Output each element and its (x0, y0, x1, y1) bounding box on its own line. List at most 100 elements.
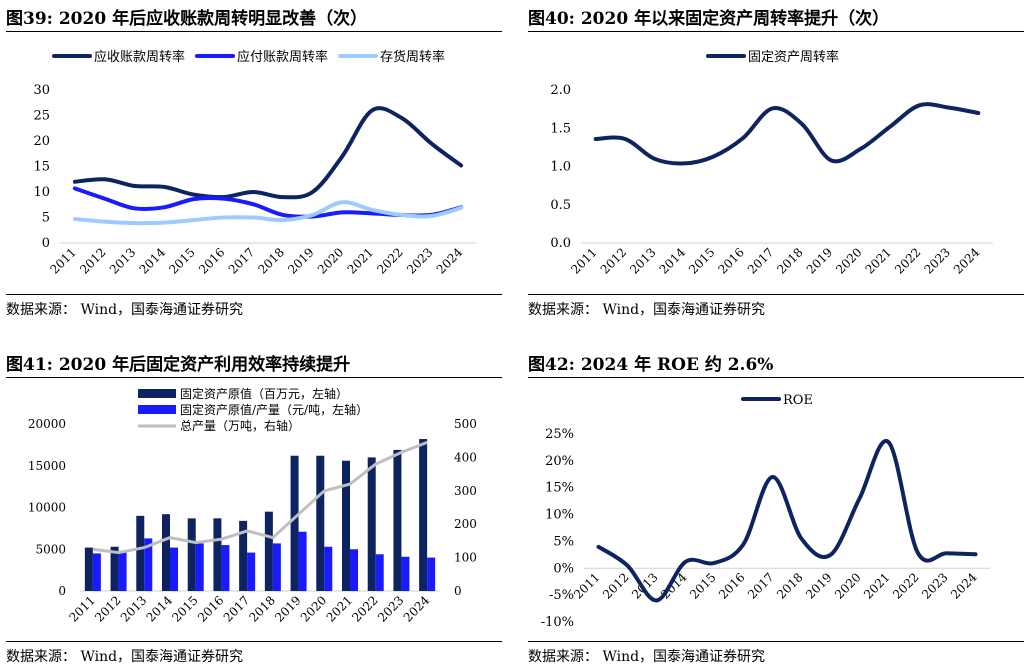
panel-title: 图39: 2020 年后应收账款周转明显改善（次） (6, 9, 368, 29)
y-tick-label: 25% (545, 427, 574, 442)
x-tick-label: 2016 (715, 245, 746, 276)
y-tick-label: 0 (42, 236, 50, 251)
x-tick-label: 2019 (803, 570, 834, 601)
bar (195, 543, 204, 591)
bar (264, 511, 273, 591)
bar (118, 552, 127, 591)
x-tick-label: 2012 (600, 570, 631, 601)
x-tick-label: 2019 (804, 245, 835, 276)
bar (350, 549, 358, 591)
y2-tick-label: 400 (454, 450, 477, 464)
x-tick-label: 2014 (657, 245, 689, 277)
bar (162, 514, 170, 591)
x-tick-label: 2022 (349, 593, 380, 624)
y-tick-label: 0 (58, 584, 66, 598)
legend-label: ROE (783, 393, 813, 408)
y-tick-label: 2.0 (550, 83, 571, 98)
x-tick-label: 2020 (315, 245, 346, 276)
y-tick-label: 15% (545, 481, 574, 496)
x-tick-label: 2023 (919, 570, 950, 601)
y2-tick-label: 200 (454, 517, 477, 531)
x-tick-label: 2013 (118, 593, 149, 624)
x-tick-label: 2018 (255, 245, 286, 276)
bar (298, 531, 307, 591)
x-tick-label: 2020 (832, 570, 863, 601)
bar (316, 455, 325, 591)
x-tick-label: 2016 (716, 570, 747, 601)
y-tick-label: 10% (545, 508, 574, 523)
panel-roe: 图42: 2024 年 ROE 约 2.6% -10% -5% 0% 5% 10% 15%… (528, 350, 1028, 669)
x-tick-label: 2014 (137, 245, 169, 277)
x-tick-label: 2015 (166, 245, 197, 276)
x-tick-label: 2011 (568, 245, 599, 276)
source-note: 数据来源： Wind，国泰海通证券研究 (6, 302, 244, 318)
series-line (72, 106, 464, 200)
x-tick-label: 2016 (195, 593, 226, 624)
bar (187, 518, 196, 591)
x-tick-label: 2023 (404, 245, 435, 276)
series-line (596, 438, 978, 603)
bar (290, 455, 299, 591)
x-tick-label: 2017 (226, 245, 257, 276)
bar (110, 546, 119, 591)
y-tick-label: 0.5 (550, 198, 571, 213)
legend-label: 固定资产原值（百万元，左轴） (180, 386, 348, 401)
y-tick-label: 25 (33, 109, 50, 124)
y2-tick-label: 0 (454, 584, 462, 598)
x-tick-label: 2013 (107, 245, 138, 276)
x-tick-label: 2023 (375, 593, 406, 624)
bar (239, 520, 248, 591)
x-tick-label: 2014 (144, 593, 176, 625)
source-rule (528, 294, 1024, 295)
bar (144, 538, 153, 591)
source-rule (528, 641, 1024, 642)
bar (401, 556, 410, 591)
x-tick-label: 2021 (861, 570, 892, 601)
legend-label: 固定资产周转率 (748, 49, 839, 65)
x-tick-label: 2012 (77, 245, 108, 276)
x-tick-label: 2017 (745, 245, 776, 276)
source-rule (6, 294, 502, 295)
y-tick-label: 1.5 (550, 121, 571, 136)
x-tick-label: 2018 (246, 593, 277, 624)
x-tick-label: 2015 (169, 593, 200, 624)
x-tick-label: 2019 (272, 593, 303, 624)
y-tick-label: 15 (33, 160, 50, 175)
title-rule (528, 31, 1024, 32)
x-tick-label: 2024 (434, 245, 466, 277)
x-tick-label: 2021 (863, 245, 894, 276)
y-tick-label: 20% (545, 454, 574, 469)
panel-fixed-asset-turnover: 图40: 2020 年以来固定资产周转率提升（次） 0.0 0.5 1.0 1.5 2.… (528, 4, 1028, 329)
x-tick-label: 2022 (892, 245, 923, 276)
y-tick-label: 0% (553, 561, 574, 576)
legend-label: 总产量（万吨，右轴） (180, 418, 300, 433)
y-tick-label: 0.0 (550, 236, 571, 251)
x-tick-label: 2018 (774, 245, 805, 276)
x-tick-label: 2012 (598, 245, 629, 276)
y-tick-label: 5% (553, 534, 574, 549)
y2-tick-label: 300 (454, 484, 477, 498)
chart-fixed-asset-turnover: 0.00.51.01.52.02011201220132014201520162… (550, 49, 993, 277)
x-tick-label: 2020 (298, 593, 329, 624)
chart-fixed-asset-value: 0 5000 10000 15000 20000 0 100 200 300 400 500 2011… (28, 386, 477, 625)
bar (221, 545, 230, 591)
chart-roe: -10%-5%0%5%10%15%20%25%20112012201320142… (541, 393, 990, 630)
x-tick-label: 2018 (774, 570, 805, 601)
bar (247, 552, 256, 591)
y-tick-label: 5 (42, 211, 50, 226)
y2-tick-label: 500 (454, 417, 477, 431)
x-tick-label: 2023 (921, 245, 952, 276)
bar (367, 457, 376, 591)
legend-label: 应收账款周转率 (94, 49, 185, 65)
legend-label: 固定资产原值/产量（元/吨，左轴） (180, 402, 368, 417)
panel-title: 图41: 2020 年后固定资产利用效率持续提升 (6, 355, 351, 375)
x-tick-label: 2016 (196, 245, 227, 276)
series-line (92, 441, 428, 555)
y-tick-label: -10% (541, 615, 574, 630)
bar (136, 515, 145, 591)
x-tick-label: 2011 (66, 593, 97, 624)
y2-tick-label: 100 (454, 551, 477, 565)
x-tick-label: 2022 (890, 570, 921, 601)
bar (92, 553, 101, 591)
y-tick-label: 1.0 (550, 160, 571, 175)
